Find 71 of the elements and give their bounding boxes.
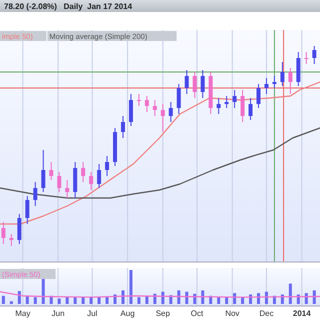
candlestick [9,234,14,246]
bar [185,292,188,304]
bar [177,290,180,304]
x-tick-label: 2014 [292,309,312,318]
candlestick [73,162,78,198]
bar [304,293,308,304]
x-tick-label: May [15,309,30,318]
candlestick [168,102,173,122]
bar [34,297,37,304]
candlestick [160,104,165,132]
candlestick [89,172,94,190]
candlestick [41,150,46,192]
bar [58,298,61,304]
bar [18,291,21,304]
bar [66,297,69,304]
bar [98,297,101,304]
bar [312,290,316,304]
candlestick [1,222,6,244]
candlestick [312,46,316,64]
candlestick [49,162,54,180]
candlestick [304,52,308,64]
candlestick [57,172,62,192]
candlestick [65,180,70,198]
candlestick [224,96,229,108]
x-tick-label: Jun [52,309,65,318]
candlestick [144,96,149,112]
candlestick [240,90,245,122]
candlestick [128,94,133,126]
candlestick [248,98,253,120]
candlestick [280,62,284,86]
bar [225,297,228,304]
bar [137,297,140,304]
bar [257,293,260,304]
x-tick-label: Aug [120,309,135,318]
x-tick-label: Dec [259,309,274,318]
candlestick [152,100,157,116]
x-tick-label: Sep [156,309,171,318]
candlestick [192,72,197,98]
candlestick [17,214,22,244]
candlestick [288,68,292,94]
candlestick [264,78,268,94]
candlestick [232,90,237,108]
candlestick [176,84,181,114]
candlestick [216,98,221,114]
bar [129,270,132,304]
candlestick [200,70,205,98]
candlestick [105,156,110,176]
candlestick [136,94,141,106]
candlestick [256,84,261,108]
x-tick-label: Oct [190,309,204,318]
bar [264,292,268,304]
x-tick-label: Nov [225,309,240,318]
candlestick [272,76,276,88]
candlestick [25,196,30,224]
bar [82,297,85,304]
bar [2,296,5,304]
bar [26,296,29,304]
bar [74,297,77,304]
bar [145,296,148,304]
bar [10,301,13,304]
chart-title: 78.20 (-2.08%) Daily Jan 17 2014 [4,2,133,11]
x-tick-label: Jul [87,309,98,318]
bar [288,284,292,304]
candlestick [33,182,38,206]
bar [42,278,45,304]
candlestick [81,162,86,182]
candlestick [184,70,189,94]
candlestick [97,164,102,188]
bar [233,293,236,304]
candlestick [120,116,125,138]
candlestick [296,52,300,86]
